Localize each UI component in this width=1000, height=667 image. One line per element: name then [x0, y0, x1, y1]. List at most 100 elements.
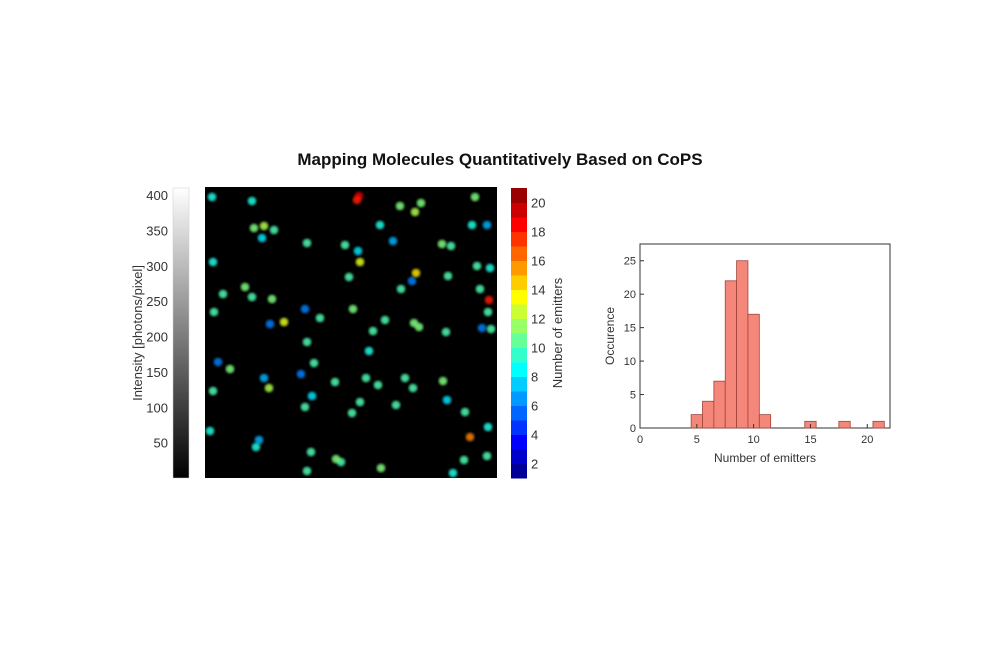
emitter-spot: [259, 221, 269, 231]
y-axis-label: Occurence: [603, 307, 617, 365]
y-tick-label: 0: [630, 423, 636, 435]
emitters-colorbar-band: [511, 362, 527, 377]
x-tick-label: 15: [804, 434, 816, 446]
intensity-tick-label: 100: [146, 400, 168, 415]
y-tick-label: 20: [624, 289, 636, 301]
emitter-spot: [355, 397, 365, 407]
emitter-spot: [443, 271, 453, 281]
emitter-spot: [279, 317, 289, 327]
emitter-spot: [373, 380, 383, 390]
emitter-spot: [467, 220, 477, 230]
emitter-spot: [472, 261, 482, 271]
emitters-tick-label: 2: [531, 457, 538, 472]
emitter-spot: [448, 468, 458, 478]
histogram-bar: [872, 420, 885, 429]
emitters-colorbar-band: [511, 333, 527, 348]
histogram-bar: [724, 280, 737, 429]
emitter-spot: [267, 294, 277, 304]
y-tick-label: 25: [624, 256, 636, 268]
emitter-spot: [482, 451, 492, 461]
emitters-tick-label: 14: [531, 283, 545, 298]
intensity-tick-label: 400: [146, 188, 168, 203]
emitter-spot: [251, 442, 261, 452]
histogram-bar: [747, 313, 760, 429]
emitter-spot: [330, 377, 340, 387]
histogram-bar: [736, 260, 749, 429]
figure-title: Mapping Molecules Quantitatively Based o…: [297, 150, 703, 169]
emitter-spot: [375, 220, 385, 230]
emitter-spot: [465, 432, 475, 442]
emitter-spot: [477, 323, 487, 333]
emitter-spot: [483, 422, 493, 432]
emitter-spot: [254, 435, 264, 445]
emitters-colorbar-band: [511, 449, 527, 464]
emitter-spot: [205, 426, 215, 436]
intensity-tick-label: 300: [146, 259, 168, 274]
emitter-spot: [352, 195, 362, 205]
emitter-spot: [265, 319, 275, 329]
emitter-spot: [414, 322, 424, 332]
emitter-spot: [441, 327, 451, 337]
emitter-spot: [446, 241, 456, 251]
emitters-tick-label: 16: [531, 254, 545, 269]
emitter-spot: [249, 223, 259, 233]
y-tick-label: 15: [624, 323, 636, 335]
emitter-spot: [315, 313, 325, 323]
intensity-colorbar: [172, 187, 190, 479]
intensity-tick-label: 250: [146, 294, 168, 309]
emitters-colorbar-band: [511, 217, 527, 232]
emitter-spot: [361, 373, 371, 383]
emitter-spot: [302, 466, 312, 476]
emitters-colorbar-band: [511, 231, 527, 247]
emitters-tick-label: 8: [531, 370, 538, 385]
emitter-spot: [309, 358, 319, 368]
emitter-spot: [438, 376, 448, 386]
emitter-spot: [353, 246, 363, 256]
emitters-colorbar-band: [511, 202, 527, 218]
x-tick-label: 10: [748, 434, 760, 446]
emitters-colorbar-band: [511, 434, 527, 450]
emitter-spot: [225, 364, 235, 374]
emitter-spot: [391, 400, 401, 410]
emitter-spot: [247, 196, 257, 206]
emitters-tick-label: 6: [531, 399, 538, 414]
emitter-spot: [340, 240, 350, 250]
emitters-colorbar-band: [511, 376, 527, 392]
emitters-tick-label: 18: [531, 225, 545, 240]
emitters-colorbar-band: [511, 289, 527, 305]
emitters-colorbar-band: [511, 260, 527, 276]
emitters-tick-label: 20: [531, 196, 545, 211]
x-tick-label: 0: [637, 434, 643, 446]
emitter-spot: [395, 201, 405, 211]
emitter-spot: [207, 192, 217, 202]
emitter-spot: [302, 238, 312, 248]
emitters-colorbar-band: [511, 246, 527, 261]
emitter-spot: [209, 307, 219, 317]
x-tick-label: 5: [694, 434, 700, 446]
intensity-tick-label: 350: [146, 223, 168, 238]
emitter-spot: [264, 383, 274, 393]
x-tick-label: 20: [861, 434, 873, 446]
emitter-spot: [376, 463, 386, 473]
emitter-spot: [380, 315, 390, 325]
emitters-colorbar-band: [511, 420, 527, 435]
emitter-spot: [483, 307, 493, 317]
emitter-spot: [269, 225, 279, 235]
emitter-spot: [240, 282, 250, 292]
emitter-spot: [302, 337, 312, 347]
emitter-spot: [400, 373, 410, 383]
emitters-colorbar-band: [511, 188, 527, 203]
emitters-colorbar-band: [511, 347, 527, 363]
emitter-spot: [388, 236, 398, 246]
emitter-spot: [331, 454, 341, 464]
emitter-spot: [300, 402, 310, 412]
emitters-colorbar-band: [511, 318, 527, 334]
histogram-bar: [713, 380, 726, 429]
emitter-spot: [407, 276, 417, 286]
emitter-spot: [296, 369, 306, 379]
histogram-bar: [702, 400, 715, 429]
emitter-spot: [442, 395, 452, 405]
emitter-spot: [485, 263, 495, 273]
